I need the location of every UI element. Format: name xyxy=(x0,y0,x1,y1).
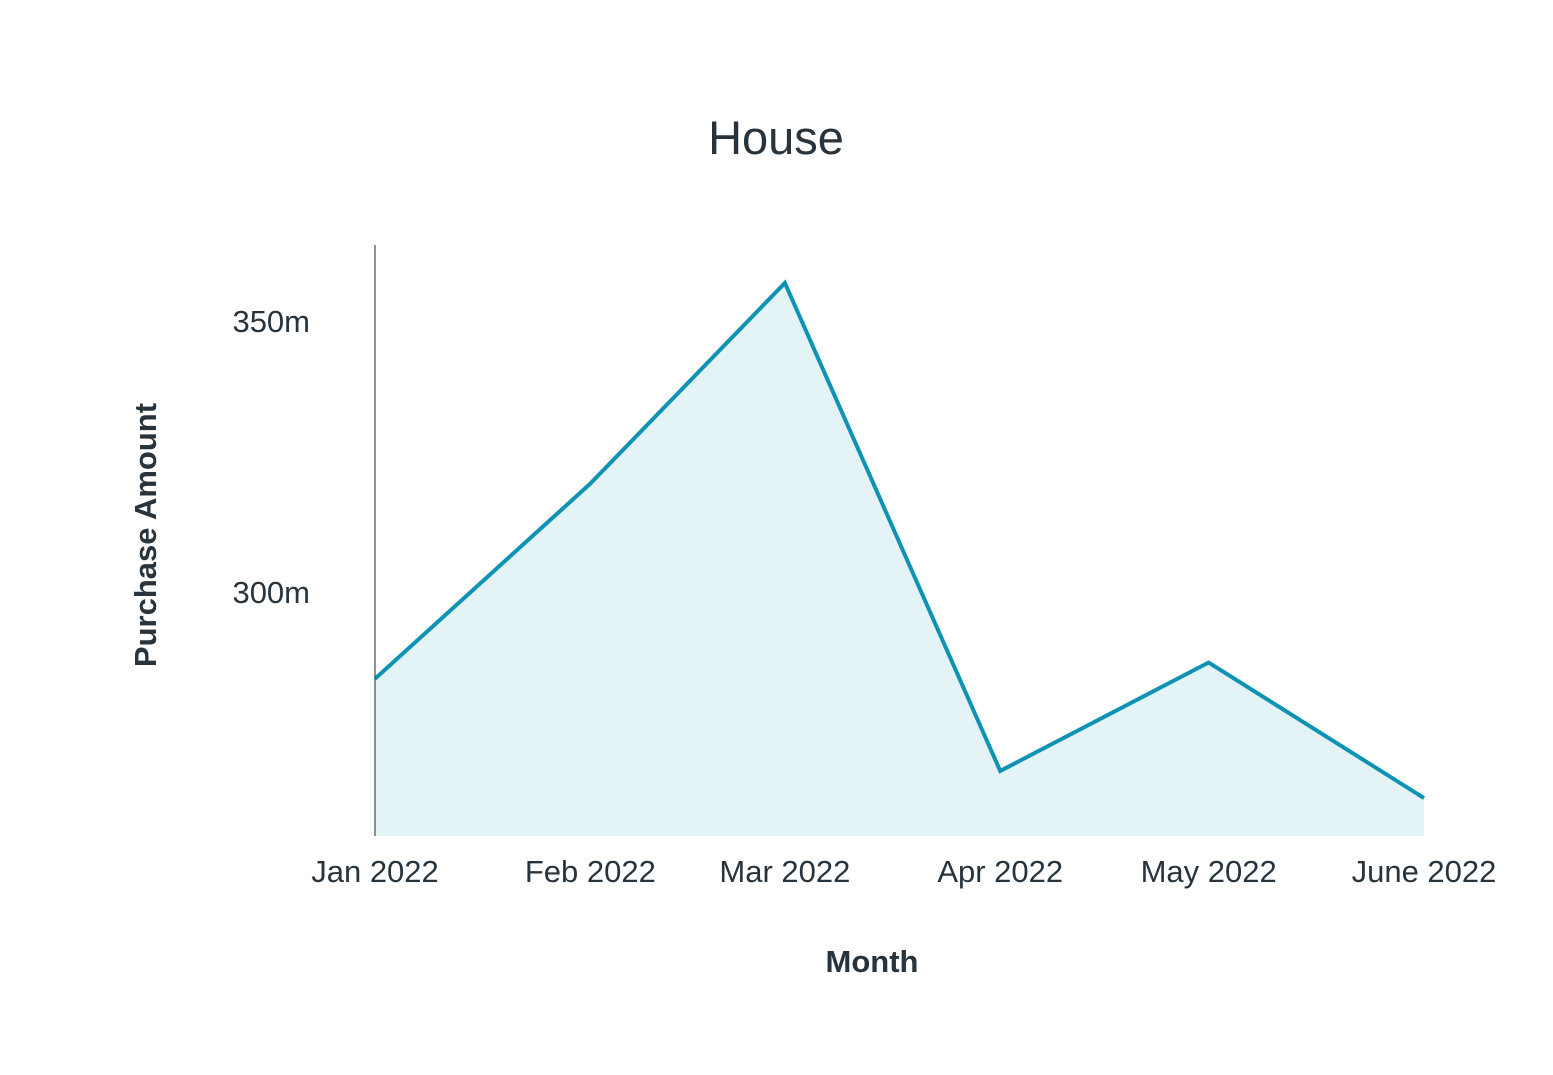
x-tick-label-4: Apr 2022 xyxy=(937,854,1063,889)
y-tick-label-2: 350m xyxy=(232,304,310,339)
series-line xyxy=(373,279,1426,800)
x-tick-label-5: May 2022 xyxy=(1141,854,1277,889)
plot-area xyxy=(373,245,1426,837)
x-tick-label-2: Feb 2022 xyxy=(525,854,656,889)
chart-title: House xyxy=(708,111,844,164)
y-axis-ticks: 300m 350m xyxy=(232,304,310,610)
x-axis-ticks: Jan 2022 Feb 2022 Mar 2022 Apr 2022 May 2022… xyxy=(311,854,1496,889)
x-tick-label-3: Mar 2022 xyxy=(719,854,850,889)
y-axis-title: Purchase Amount xyxy=(128,403,163,667)
x-tick-label-6: June 2022 xyxy=(1352,854,1497,889)
x-tick-label-1: Jan 2022 xyxy=(311,854,439,889)
x-axis-title: Month xyxy=(826,944,919,979)
y-tick-label-1: 300m xyxy=(232,575,310,610)
series-area-fill xyxy=(375,282,1424,837)
